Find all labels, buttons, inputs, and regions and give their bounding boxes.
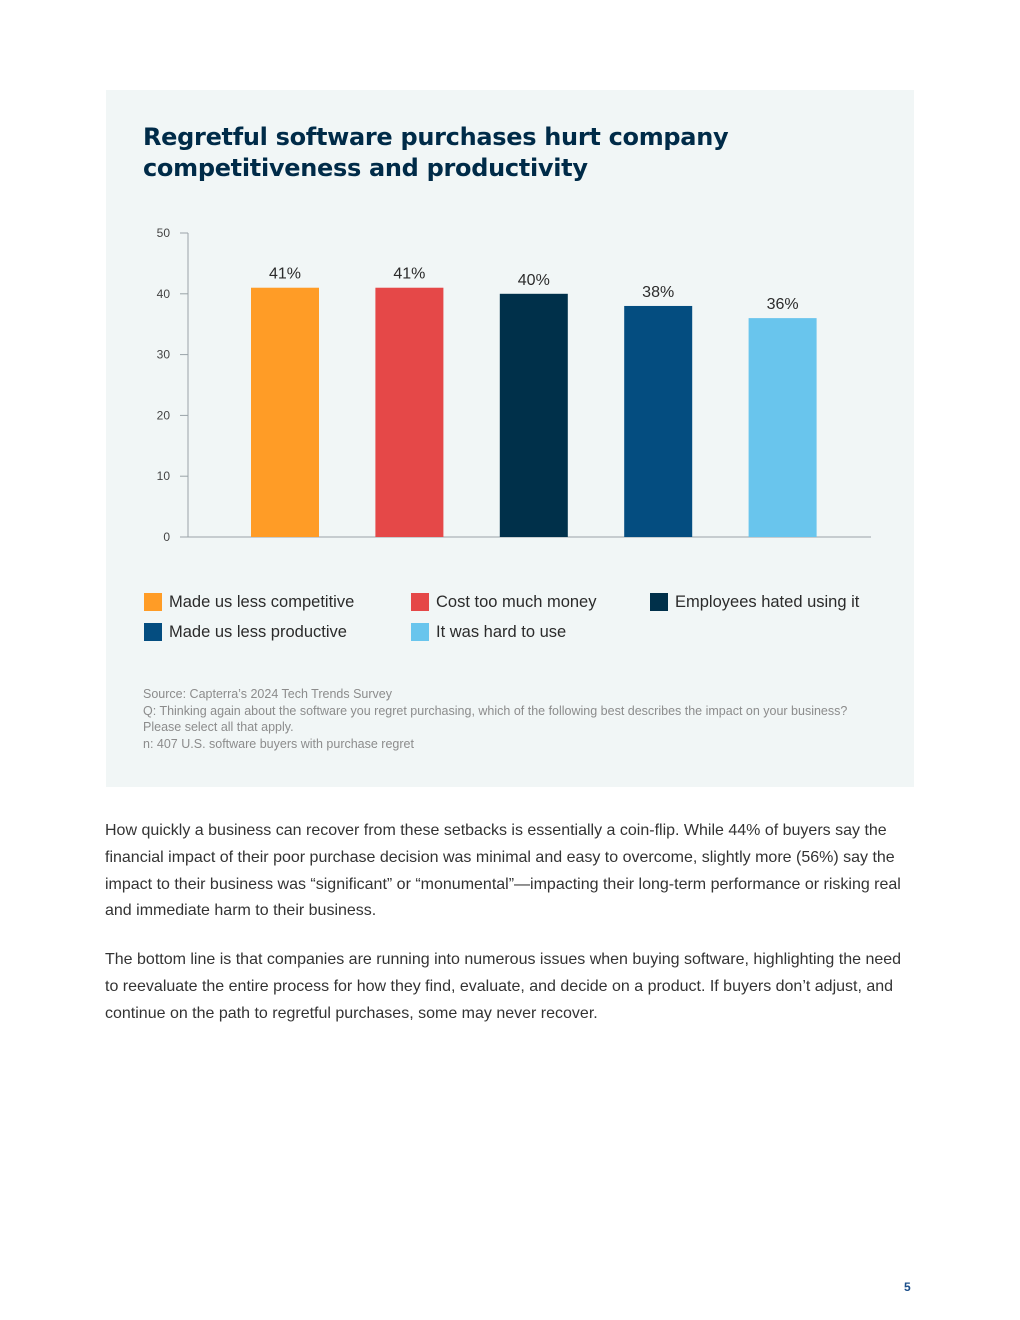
- paragraph: How quickly a business can recover from …: [105, 822, 901, 920]
- chart-title: Regretful software purchases hurt compan…: [143, 123, 729, 182]
- paragraph: The bottom line is that companies are ru…: [105, 951, 902, 1022]
- legend-label: Made us less productive: [169, 622, 347, 641]
- bar-data-label: 38%: [642, 284, 674, 301]
- legend-label: Employees hated using it: [675, 592, 860, 611]
- legend-label: Made us less competitive: [169, 592, 355, 611]
- chart-panel: Regretful software purchases hurt compan…: [106, 90, 914, 787]
- y-tick-label: 40: [157, 287, 171, 301]
- legend-label: It was hard to use: [436, 622, 567, 641]
- y-tick-label: 0: [163, 530, 170, 544]
- bar: [251, 287, 319, 537]
- chart-legend: Made us less competitive Cost too much m…: [144, 590, 904, 650]
- chart-source-note: Source: Capterra’s 2024 Tech Trends Surv…: [143, 686, 883, 752]
- bar-data-label: 41%: [393, 266, 425, 283]
- legend-item-productive: Made us less productive: [144, 620, 347, 644]
- bar-chart: 0 10 20 30 40 50 41% 41% 40% 38% 36%: [157, 226, 871, 544]
- y-tick-label: 30: [157, 348, 171, 362]
- bar-data-label: 41%: [269, 266, 301, 283]
- bar-data-label: 40%: [518, 272, 550, 289]
- bar: [375, 287, 444, 537]
- body-text: How quickly a business can recover from …: [105, 818, 915, 1050]
- legend-swatch: [144, 593, 162, 611]
- bar-data-label: 36%: [767, 296, 799, 313]
- legend-swatch: [411, 593, 429, 611]
- y-tick-label: 20: [157, 408, 171, 422]
- y-tick-label: 50: [157, 226, 171, 240]
- question-line: Q: Thinking again about the software you…: [143, 703, 848, 735]
- legend-swatch: [650, 593, 668, 611]
- y-tick-label: 10: [157, 469, 171, 483]
- source-line: Source: Capterra’s 2024 Tech Trends Surv…: [143, 687, 392, 701]
- bar: [499, 293, 568, 537]
- legend-swatch: [411, 623, 429, 641]
- legend-item-hard-to-use: It was hard to use: [411, 620, 566, 644]
- legend-item-cost: Cost too much money: [411, 590, 597, 614]
- legend-label: Cost too much money: [436, 592, 597, 611]
- legend-item-employees: Employees hated using it: [650, 590, 859, 614]
- bar: [624, 305, 693, 537]
- bar: [748, 318, 817, 537]
- sample-size-line: n: 407 U.S. software buyers with purchas…: [143, 736, 414, 751]
- legend-item-competitive: Made us less competitive: [144, 590, 354, 614]
- legend-swatch: [144, 623, 162, 641]
- page-number: 5: [904, 1280, 911, 1294]
